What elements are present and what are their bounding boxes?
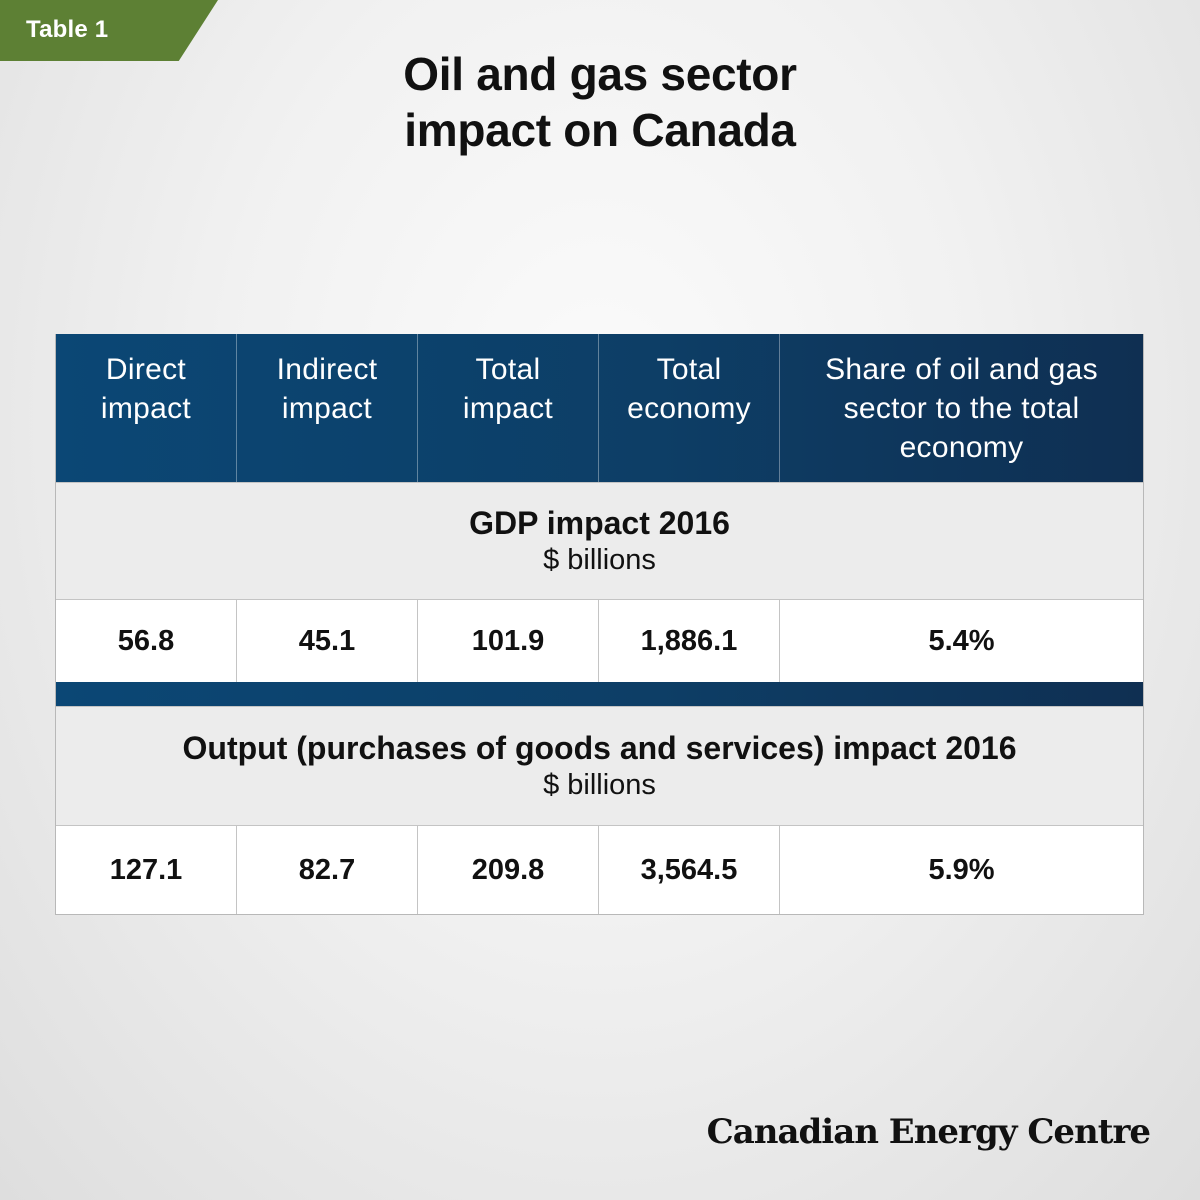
table-cell: 127.1	[56, 826, 237, 914]
table-row-output: 127.1 82.7 209.8 3,564.5 5.9%	[56, 825, 1143, 914]
column-header-text: economy	[627, 392, 751, 425]
table-cell: 56.8	[56, 600, 237, 682]
table-row-gdp: 56.8 45.1 101.9 1,886.1 5.4%	[56, 599, 1143, 682]
table-number-label: Table 1	[26, 16, 109, 43]
table-number-tag: Table 1	[0, 0, 218, 61]
column-header-text: Total	[475, 353, 541, 386]
section-unit: $ billions	[543, 544, 656, 576]
column-header-direct-impact: Direct impact	[56, 334, 237, 482]
column-header-share: Share of oil and gas sector to the total…	[780, 334, 1143, 482]
column-header-text: impact	[281, 392, 373, 425]
column-header-text: Total	[656, 353, 722, 386]
column-header-text: Share of oil and gas	[825, 353, 1098, 386]
table-cell: 45.1	[237, 600, 418, 682]
column-header-text: Direct	[105, 353, 187, 386]
column-header-text: impact	[462, 392, 554, 425]
table-cell: 5.9%	[928, 853, 995, 886]
column-header-indirect-impact: Indirect impact	[237, 334, 418, 482]
section-unit: $ billions	[543, 769, 656, 801]
table-cell: 82.7	[237, 826, 418, 914]
section-title: GDP impact 2016	[469, 505, 730, 541]
section-header-gdp: GDP impact 2016 $ billions	[56, 482, 1143, 599]
table-cell: 3,564.5	[599, 826, 780, 914]
brand-logo-text: Canadian Energy Centre	[706, 1112, 1151, 1152]
section-divider	[56, 682, 1143, 706]
section-header-output: Output (purchases of goods and services)…	[56, 706, 1143, 825]
column-header-text: Indirect	[276, 353, 378, 386]
table-cell: 209.8	[418, 826, 599, 914]
column-header-text: economy	[899, 431, 1024, 464]
column-header-text: impact	[100, 392, 192, 425]
section-title: Output (purchases of goods and services)…	[182, 730, 1017, 766]
table-header-row: Direct impact Indirect impact Total impa…	[56, 334, 1143, 482]
table-cell: 5.4%	[928, 624, 995, 657]
chart-title-line-2: impact on Canada	[404, 104, 796, 156]
chart-title: Oil and gas sector impact on Canada	[200, 46, 1000, 158]
column-header-total-economy: Total economy	[599, 334, 780, 482]
column-header-total-impact: Total impact	[418, 334, 599, 482]
table-cell: 1,886.1	[599, 600, 780, 682]
chart-title-line-1: Oil and gas sector	[403, 48, 797, 100]
table-cell: 101.9	[418, 600, 599, 682]
column-header-text: sector to the total	[843, 392, 1080, 425]
impact-table: Direct impact Indirect impact Total impa…	[55, 334, 1144, 915]
